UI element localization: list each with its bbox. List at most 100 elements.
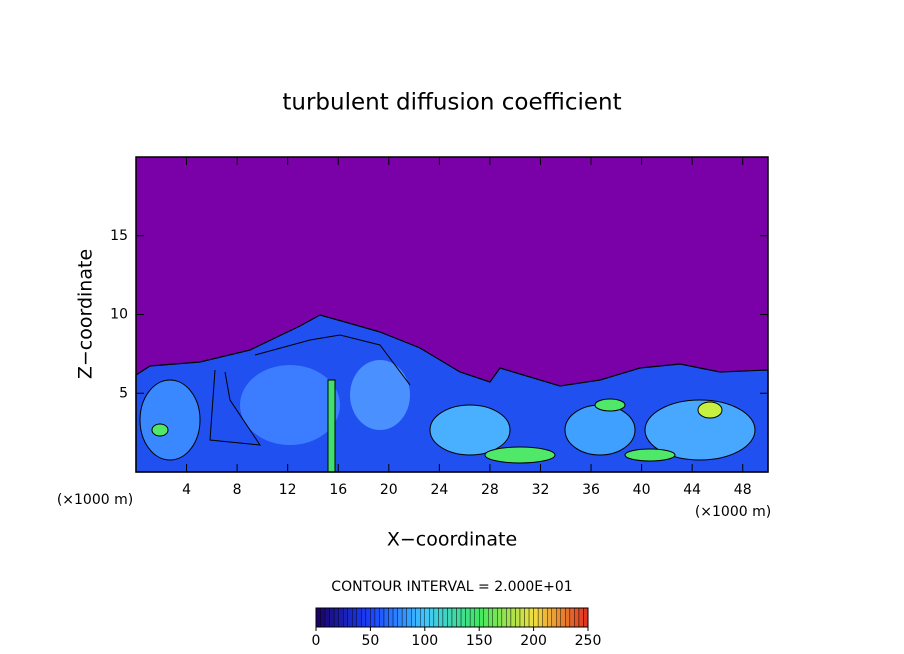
colorbar-stripe [574, 607, 580, 628]
field-streak [484, 446, 556, 464]
field-patch [139, 379, 201, 461]
colorbar-stripe [320, 607, 326, 628]
chart-title: turbulent diffusion coefficient [282, 90, 621, 116]
colorbar-stripe [479, 607, 484, 628]
colorbar-stripe [356, 607, 362, 628]
x-tick-label: 48 [734, 482, 752, 498]
colorbar-stripe [411, 607, 416, 628]
colorbar-stripe [501, 607, 507, 628]
colorbar-stripe [374, 607, 380, 628]
contour-line [209, 369, 262, 446]
colorbar-stripe [542, 607, 548, 628]
colorbar-stripe [433, 607, 439, 628]
colorbar-stripe [560, 607, 566, 628]
x-tick-label: 4 [182, 482, 191, 498]
colorbar-tick-label: 250 [575, 633, 602, 649]
y-tick-label: 15 [110, 228, 128, 244]
colorbar-stripe [556, 607, 561, 628]
colorbar-stripe [388, 607, 394, 628]
field-patch [564, 404, 636, 456]
x-tick-label: 8 [233, 482, 242, 498]
colorbar-stripe [361, 607, 367, 628]
colorbar-stripe [392, 607, 398, 628]
x-tick-label: 12 [279, 482, 297, 498]
colorbar-stripe [442, 607, 448, 628]
field-patch [240, 365, 340, 445]
field-streak [594, 398, 626, 412]
colorbar-tick-label: 100 [411, 633, 438, 649]
colorbar-stripe [519, 607, 525, 628]
colorbar-stripe [583, 607, 589, 628]
colorbar-stripe [451, 607, 457, 628]
x-tick-label: 44 [683, 482, 701, 498]
colorbar-stripe [533, 607, 539, 628]
field-streak [697, 401, 723, 419]
y-tick-label: 5 [119, 385, 128, 401]
colorbar-stripe [537, 607, 543, 628]
x-tick-label: 28 [481, 482, 499, 498]
colorbar-stripe [551, 607, 557, 628]
colorbar-stripe [397, 607, 403, 628]
contour-line [254, 334, 411, 386]
colorbar-stripe [528, 607, 534, 628]
colorbar-stripe [370, 607, 376, 628]
colorbar-stripe [547, 607, 552, 628]
colorbar-stripe [483, 607, 489, 628]
colorbar-stripe [329, 607, 335, 628]
colorbar-stripe [460, 607, 466, 628]
colorbar-stripe [497, 607, 503, 628]
colorbar-stripe [429, 607, 435, 628]
colorbar-stripe [343, 607, 348, 628]
colorbar-frame [315, 607, 589, 628]
colorbar-stripe [379, 607, 385, 628]
field-patch [429, 404, 511, 456]
x-axis-label: X−coordinate [387, 529, 517, 551]
field [135, 156, 769, 473]
colorbar-stripe [347, 607, 353, 628]
x-tick-label: 20 [380, 482, 398, 498]
colorbar-stripe [488, 607, 493, 628]
colorbar-stripe [524, 607, 530, 628]
colorbar-stripe [333, 607, 339, 628]
colorbar-stripe [506, 607, 512, 628]
colorbar-stripe [365, 607, 371, 628]
colorbar-stripe [352, 607, 357, 628]
colorbar-stripe [578, 607, 584, 628]
colorbar-tick-label: 150 [466, 633, 493, 649]
field-patch [644, 399, 756, 461]
colorbar-stripe [315, 607, 321, 628]
x-tick-label: 40 [633, 482, 651, 498]
colorbar-tick-label: 50 [361, 633, 379, 649]
colorbar-stripe [469, 607, 475, 628]
colorbar-stripe [415, 607, 421, 628]
field-streak [151, 423, 169, 437]
colorbar: 0 50 100 150 200 250 [312, 607, 602, 649]
colorbar-stripe [420, 607, 425, 628]
x-unit-left: (×1000 m) [57, 492, 133, 508]
colorbar-stripe [465, 607, 471, 628]
colorbar-stripe [510, 607, 516, 628]
field-streak [327, 379, 336, 473]
colorbar-stripe [565, 607, 571, 628]
colorbar-stripe [515, 607, 521, 628]
colorbar-stripe [492, 607, 498, 628]
field-streak [624, 448, 676, 462]
colorbar-stripe [338, 607, 344, 628]
colorbar-tick-label: 0 [312, 633, 321, 649]
x-tick-label: 32 [532, 482, 550, 498]
field-patch [350, 360, 410, 430]
x-unit-right: (×1000 m) [695, 504, 771, 520]
colorbar-stripe [383, 607, 389, 628]
colorbar-stripe [406, 607, 412, 628]
colorbar-stripe [474, 607, 480, 628]
colorbar-stripe [447, 607, 453, 628]
y-tick-label: 10 [110, 307, 128, 323]
colorbar-stripe [569, 607, 575, 628]
x-tick-label: 24 [430, 482, 448, 498]
contour-interval: CONTOUR INTERVAL = 2.000E+01 [331, 579, 572, 595]
colorbar-stripe [438, 607, 444, 628]
colorbar-stripe [424, 607, 430, 628]
colorbar-stripe [401, 607, 407, 628]
